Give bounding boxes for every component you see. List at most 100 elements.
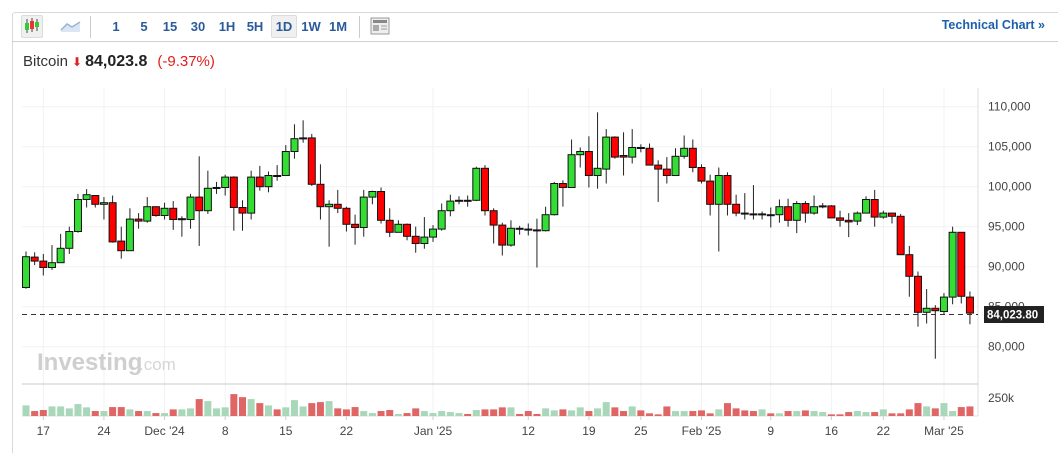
candle [784,198,793,227]
volume-bar [749,411,757,416]
candle [316,164,325,220]
volume-bar [689,411,697,416]
last-price: 84,023.8 [85,53,148,70]
x-tick-label: 15 [279,424,293,438]
volume-bar [152,413,160,416]
volume-bar [308,403,316,416]
volume-bar [394,413,402,416]
candle [394,220,403,233]
volume-bar [282,407,290,416]
candle-body [766,214,775,217]
candle [610,136,619,159]
candle-body [610,136,619,158]
candle [229,176,238,231]
candle-body [913,275,922,313]
candle-body [299,137,308,140]
candle [662,157,671,184]
candle-body [65,231,74,249]
candle [576,147,585,168]
time-axis: 17 24 Dec '24 8 15 22 Jan '25 12 19 25 Feb '25 9 16 2… [37,424,964,438]
area-chart-button[interactable] [60,16,82,37]
volume-bar [827,414,835,416]
candle-body [273,175,282,177]
candle-body [870,199,879,218]
candle [30,252,39,266]
candle-body [558,183,567,188]
candle [740,193,749,220]
candle-body [47,262,56,269]
interval-button-5[interactable]: 5 [140,19,148,34]
interval-button-1m[interactable]: 1M [328,19,348,34]
candle [671,148,680,177]
candle-body [957,231,966,297]
volume-bar [169,409,177,416]
technical-chart-link[interactable]: Technical Chart » [941,18,1045,32]
volume-bar [879,409,887,416]
candlestick-icon [25,18,39,33]
volume-bar [957,407,965,416]
candle-body [567,154,576,188]
candle-body [394,223,403,233]
volume-bar [187,408,195,416]
volume-bar [143,411,151,416]
interval-button-30[interactable]: 30 [190,19,206,34]
candle [47,245,56,270]
last-price-marker: 84,023.80 [22,306,1044,324]
volume-bar [481,409,489,416]
candle [948,226,957,305]
toolbar-divider [359,16,360,38]
candle-body [420,236,429,245]
candle [584,136,593,188]
y-tick-label: 90,000 [988,260,1025,274]
candle [238,200,247,231]
candle-body [117,240,126,252]
watermark-brand: Investing [37,349,142,376]
volume-bar [135,411,143,416]
candle-body [437,210,446,230]
volume-bar [161,413,169,416]
candle [810,195,819,215]
candle [203,170,212,214]
candle-body [108,202,117,243]
candle [558,180,567,207]
volume-bar [472,410,480,416]
interval-button-1h[interactable]: 1H [218,19,236,34]
volume-bar [65,408,73,416]
volume-bar [723,403,731,416]
candle-body [662,168,671,177]
candle [775,199,784,223]
candle-body [480,167,489,212]
candle-body [862,199,871,214]
y-tick-label: 100,000 [988,180,1032,194]
chart-widget-frame [12,12,1058,453]
volume-bar [697,410,705,416]
volume-bar [611,407,619,416]
candle-body [515,227,524,230]
candle [99,197,108,220]
interval-button-1w[interactable]: 1W [301,19,321,34]
candle [56,233,65,264]
interval-button-15[interactable]: 15 [162,19,178,34]
volume-bar [438,411,446,416]
candle [186,193,195,229]
candle-body [377,191,386,221]
x-tick-label: 12 [522,424,536,438]
volume-bar [91,411,99,416]
candle-body [818,205,827,208]
instrument-name: Bitcoin [23,53,69,70]
y-tick-label: 105,000 [988,140,1032,154]
interval-button-1[interactable]: 1 [112,19,120,34]
candlestick-chart-button[interactable] [21,15,43,38]
interval-button-5h[interactable]: 5H [246,19,264,34]
candle-body [740,212,749,215]
candle [619,132,628,176]
interval-button-1d[interactable]: 1D [271,15,297,38]
volume-bar [784,411,792,416]
candle [749,185,758,220]
candle-body [91,195,100,205]
volume-bar [48,406,56,416]
volume-bar [273,409,281,416]
layout-button[interactable] [370,16,390,37]
candle-body [238,207,247,214]
